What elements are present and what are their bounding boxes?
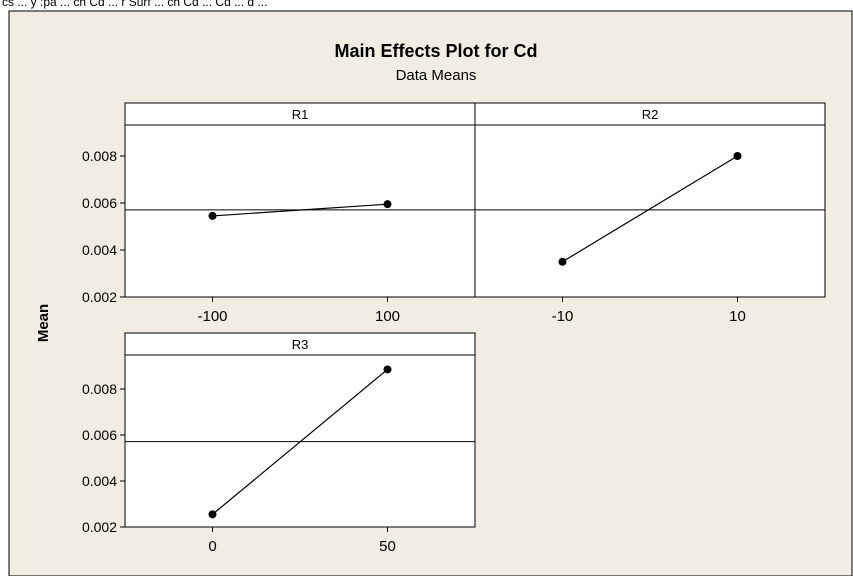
y-tick-label-r3-2: 0.006 <box>82 427 117 443</box>
y-tick-label-r1-0: 0.002 <box>82 289 117 305</box>
panel-r1-effect-line <box>212 203 388 217</box>
panel-r1-frame <box>124 102 476 298</box>
y-tick-label-r1-2: 0.006 <box>82 195 117 211</box>
panel-r1-strip-label: R1 <box>292 107 309 122</box>
y-axis-label: Mean <box>35 304 52 342</box>
panel-r3-frame <box>124 332 476 528</box>
top-caption: cs ... y :pa ... ch Cd ... r Surf ... ch… <box>2 0 267 9</box>
panel-r2-point-1 <box>733 152 742 160</box>
y-tick-label-r1-1: 0.004 <box>82 242 117 258</box>
y-tick-label-r3-1: 0.004 <box>82 473 117 489</box>
panel-r3-strip-label: R3 <box>292 337 309 352</box>
panel-r1-point-1 <box>383 200 392 209</box>
panel-r2-frame <box>474 102 826 298</box>
panel-r3-point-0 <box>208 510 217 519</box>
x-tick-label-r2-0: -10 <box>552 308 574 325</box>
y-tick-label-r3-3: 0.008 <box>82 381 117 397</box>
panel-r2-point-0 <box>558 257 567 266</box>
x-tick-label-r3-0: 0 <box>208 538 216 555</box>
panels-group: R1 0.002 0.004 0.006 0.008 -100 100 R2 -10 10 R3 0.… <box>82 102 826 555</box>
panel-r1-point-0 <box>208 211 217 220</box>
panel-r2-effect-line <box>562 155 738 263</box>
y-tick-label-r3-0: 0.002 <box>82 519 117 535</box>
x-tick-label-r3-1: 50 <box>379 538 396 555</box>
panel-r3-point-1 <box>383 365 392 374</box>
panel-r2-strip-label: R2 <box>642 107 659 122</box>
x-tick-label-r2-1: 10 <box>729 308 746 325</box>
x-tick-label-r1-1: 100 <box>375 308 400 325</box>
panel-r3-effect-line <box>212 368 388 515</box>
x-tick-label-r1-0: -100 <box>197 308 227 325</box>
chart-title: Main Effects Plot for Cd <box>334 41 537 61</box>
y-tick-label-r1-3: 0.008 <box>82 148 117 164</box>
chart-subtitle: Data Means <box>396 67 477 84</box>
